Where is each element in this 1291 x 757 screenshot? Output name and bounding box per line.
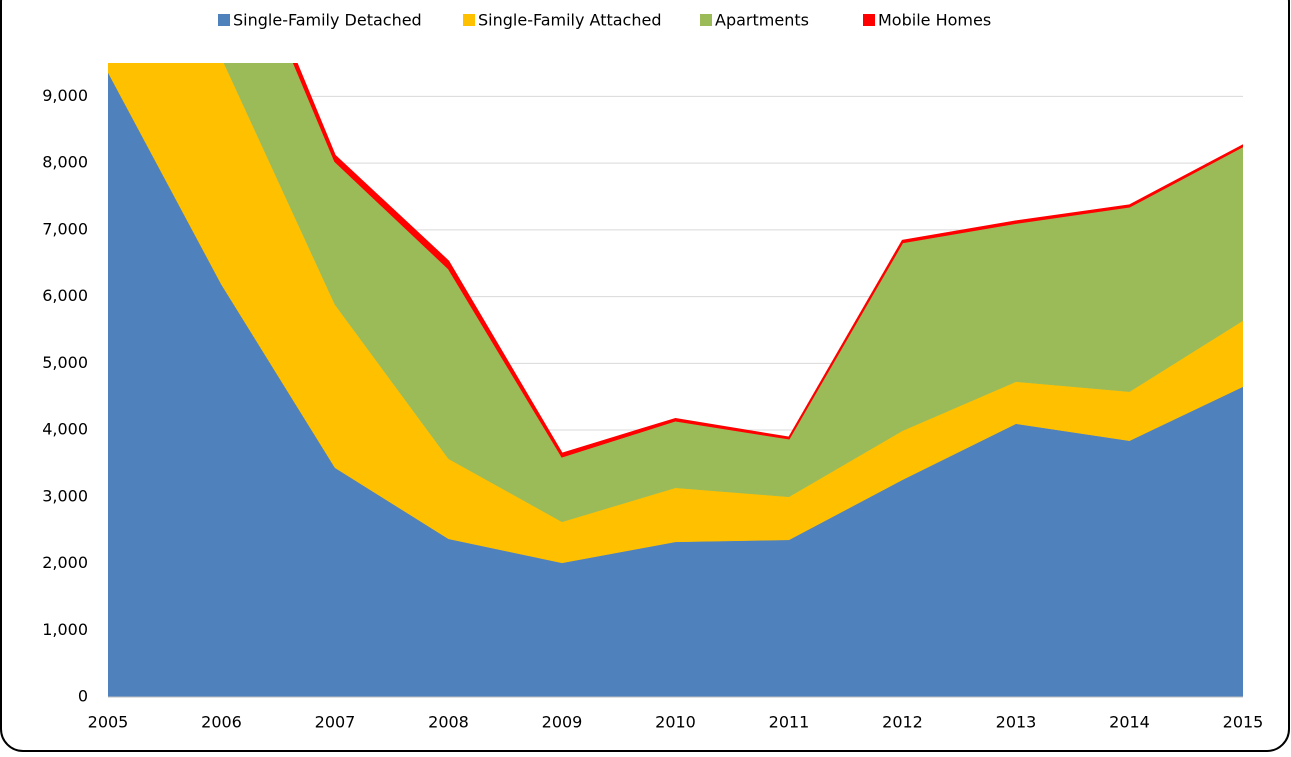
- legend-label: Mobile Homes: [878, 11, 991, 30]
- x-tick-label: 2010: [655, 713, 696, 732]
- y-tick-label: 3,000: [42, 486, 88, 505]
- legend-swatch: [700, 14, 712, 26]
- y-tick-label: 9,000: [42, 86, 88, 105]
- legend-swatch: [863, 14, 875, 26]
- plot-area: [108, 63, 1243, 697]
- area: [292, 63, 1243, 458]
- x-tick-label: 2006: [201, 713, 242, 732]
- y-tick-label: 2,000: [42, 553, 88, 572]
- y-tick-label: 4,000: [42, 420, 88, 439]
- x-tick-label: 2009: [542, 713, 583, 732]
- legend-label: Single-Family Detached: [233, 11, 422, 30]
- x-tick-label: 2011: [769, 713, 810, 732]
- labels: 0 1,000 2,000 3,000 4,000 5,000 6,000 7,000 8,00…: [42, 11, 1263, 732]
- y-tick-label: 5,000: [42, 353, 88, 372]
- y-tick-label: 1,000: [42, 620, 88, 639]
- legend-swatch: [463, 14, 475, 26]
- legend-swatch: [218, 14, 230, 26]
- legend-label: Single-Family Attached: [478, 11, 661, 30]
- x-tick-label: 2014: [1109, 713, 1150, 732]
- y-tick-label: 7,000: [42, 219, 88, 238]
- x-tick-label: 2013: [996, 713, 1037, 732]
- x-tick-label: 2007: [315, 713, 356, 732]
- y-tick-label: 0: [78, 687, 88, 706]
- x-tick-label: 2012: [882, 713, 923, 732]
- y-tick-label: 6,000: [42, 286, 88, 305]
- x-tick-label: 2005: [88, 713, 129, 732]
- x-tick-label: 2015: [1223, 713, 1264, 732]
- legend-label: Apartments: [715, 11, 809, 30]
- y-tick-label: 8,000: [42, 153, 88, 172]
- x-tick-label: 2008: [428, 713, 469, 732]
